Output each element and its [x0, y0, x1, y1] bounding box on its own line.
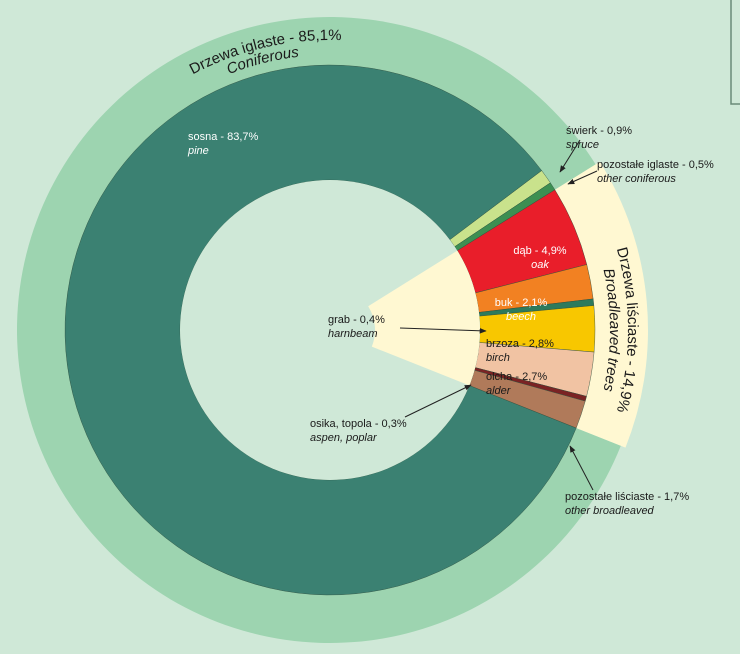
segment-label-en: oak — [531, 259, 549, 271]
leader-line — [399, 327, 487, 334]
leader-line — [567, 170, 598, 185]
donut-hole — [180, 180, 480, 480]
segment-label-en: birch — [486, 352, 510, 364]
segment-label-en: alder — [486, 385, 512, 397]
group-wedge — [368, 250, 481, 386]
segment-label: buk - 2,1% — [495, 297, 548, 309]
segment-label: osika, topola - 0,3% — [310, 418, 407, 430]
segment-label: dąb - 4,9% — [513, 245, 566, 257]
segment-label-en: harnbeam — [328, 328, 378, 340]
segment-label: grab - 0,4% — [328, 314, 385, 326]
leader-line — [404, 384, 472, 418]
segment-label-en: other coniferous — [597, 173, 676, 185]
segment-label: świerk - 0,9% — [566, 125, 632, 137]
segment-label: pozostałe liściaste - 1,7% — [565, 491, 689, 503]
legend-box-edge — [730, 0, 740, 105]
leader-line — [559, 139, 581, 173]
group-label: Broadleaved trees — [599, 267, 623, 394]
group-label-path: Broadleaved trees — [599, 267, 623, 394]
segment-label-en: beech — [506, 311, 536, 323]
segment-label: olcha - 2,7% — [486, 371, 547, 383]
segment-label-en: other broadleaved — [565, 505, 655, 517]
segment-label: sosna - 83,7% — [188, 131, 259, 143]
segment-label: pozostałe iglaste - 0,5% — [597, 159, 714, 171]
segment-label-en: pine — [187, 145, 209, 157]
segment-label-en: aspen, poplar — [310, 432, 378, 444]
segment-label-en: spruce — [566, 139, 599, 151]
segment-label: brzoza - 2,8% — [486, 338, 554, 350]
leader-line — [569, 445, 594, 491]
